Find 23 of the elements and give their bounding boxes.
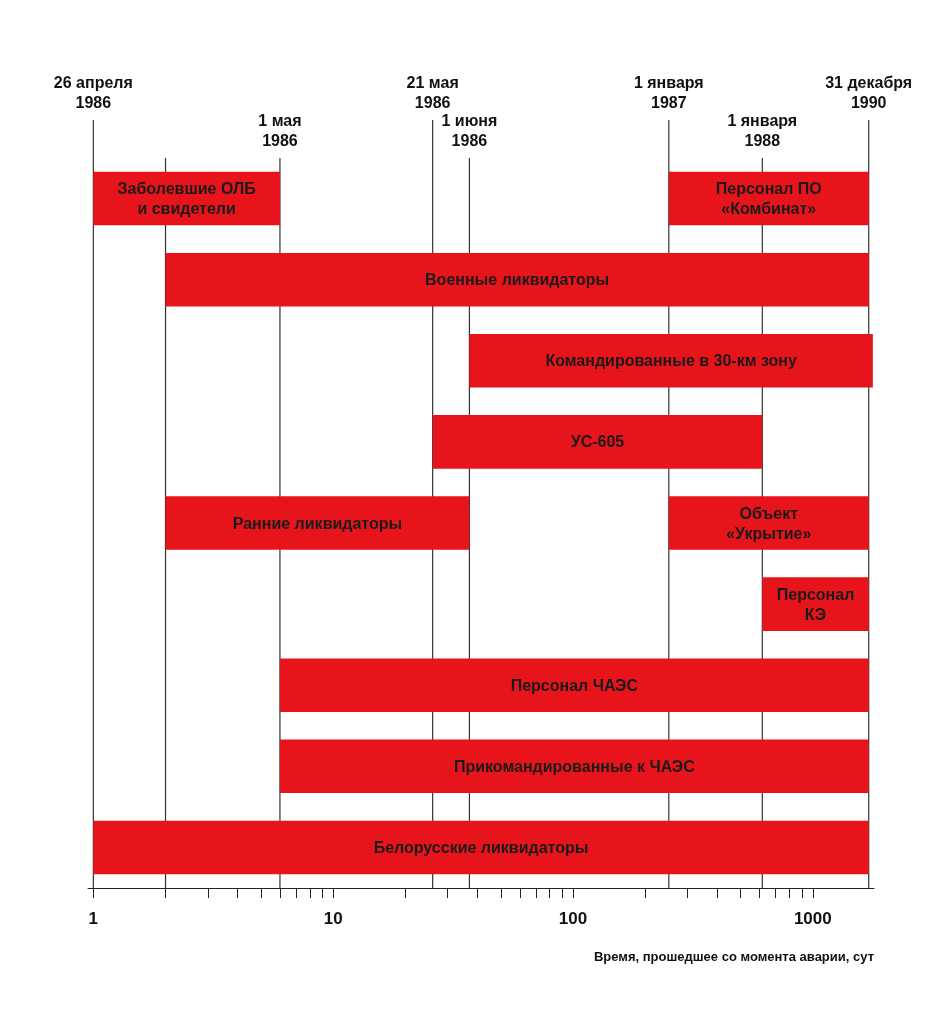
series-label: Военные ликвидаторы xyxy=(425,271,610,289)
x-tick-label: 10 xyxy=(323,909,343,928)
ref-line-label: 1 мая 1986 xyxy=(258,111,302,149)
ref-line-label: 21 мая 1986 xyxy=(406,73,459,111)
series-label: Прикомандированные к ЧАЭС xyxy=(453,757,696,775)
ref-line-label: 26 апреля 1986 xyxy=(53,73,133,111)
ref-line-label: 1 января 1987 xyxy=(633,73,704,111)
x-tick-label: 1 xyxy=(88,909,99,928)
series-label: УС-605 xyxy=(570,433,625,451)
x-axis-title: Время, прошедшее со момента аварии, сут xyxy=(593,949,874,964)
series-label: Персонал ЧАЭС xyxy=(510,676,639,694)
ref-line-label: 1 января 1988 xyxy=(727,111,798,149)
series-label: Персонал ПО «Комбинат» xyxy=(715,180,822,218)
ref-line-label: 1 июня 1986 xyxy=(441,111,498,149)
x-tick-label: 1000 xyxy=(793,909,832,928)
series-label: Заболевшие ОЛБ и свидетели xyxy=(117,180,256,218)
ref-line-label: 31 декабря 1990 xyxy=(825,73,913,111)
series-label: Персонал КЭ xyxy=(776,585,855,623)
series-label: Ранние ликвидаторы xyxy=(232,514,403,532)
series-label: Объект «Укрытие» xyxy=(726,504,812,542)
x-tick-label: 100 xyxy=(558,909,588,928)
series-label: Белорусские ликвидаторы xyxy=(373,838,589,856)
series-label: Командированные в 30-км зону xyxy=(545,352,797,370)
